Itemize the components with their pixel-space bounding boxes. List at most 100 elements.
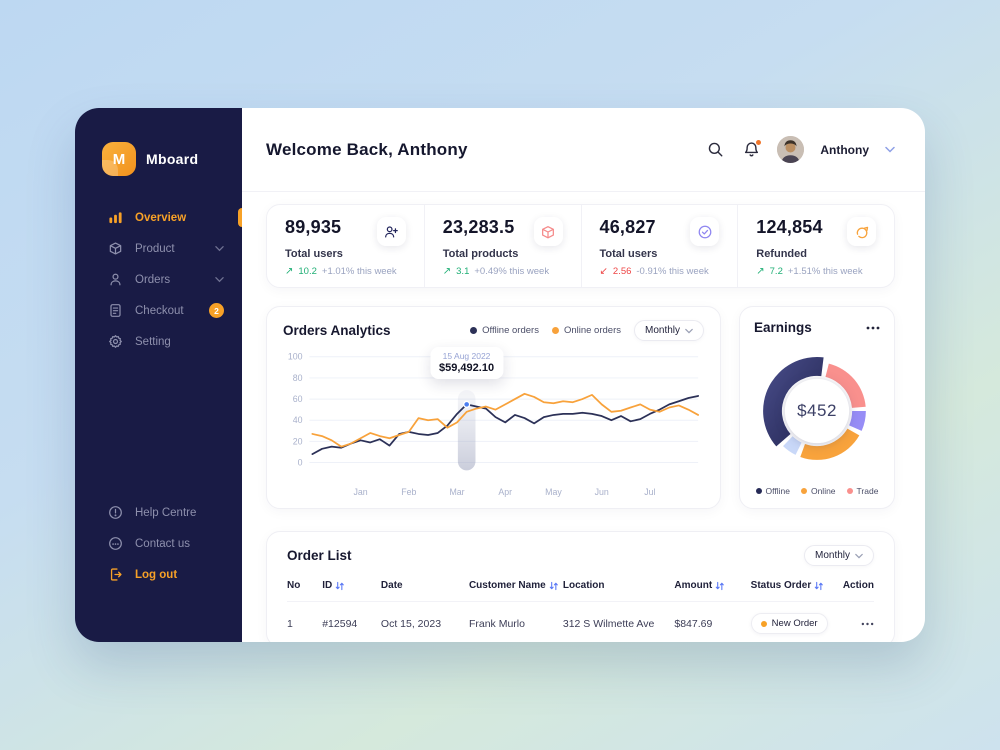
user-name[interactable]: Anthony — [820, 142, 869, 157]
svg-text:100: 100 — [288, 352, 303, 362]
cell-date: Oct 15, 2023 — [380, 617, 442, 630]
charts-row: Orders Analytics Offline orders Online o… — [266, 306, 895, 509]
stat-total-users: 89,935 Total users ↗ 10.2 +1.01% this we… — [267, 205, 424, 287]
trend-down-icon: ↙ — [599, 266, 608, 277]
receipt-icon — [108, 303, 123, 318]
stat-value: 23,283.5 — [442, 217, 515, 237]
sidebar-item-product[interactable]: Product — [75, 233, 242, 264]
column-action: Action — [842, 580, 874, 591]
notification-dot — [756, 139, 762, 145]
avatar[interactable] — [777, 136, 805, 163]
table-row[interactable]: 1 #12594 Oct 15, 2023 Frank Murlo 312 S … — [287, 602, 874, 642]
chevron-down-icon — [685, 328, 693, 333]
row-actions-icon[interactable] — [861, 622, 874, 626]
column-no: No — [287, 580, 301, 591]
column-amount[interactable]: Amount — [674, 580, 750, 591]
column-customer-name[interactable]: Customer Name — [469, 580, 563, 591]
brand-name: Mboard — [146, 151, 199, 167]
stat-total-users-2: 46,827 Total users ↙ 2.56 -0.91% this we… — [580, 205, 738, 287]
orders-analytics-card: Orders Analytics Offline orders Online o… — [266, 306, 721, 509]
legend-dot — [800, 488, 807, 494]
chat-icon — [108, 536, 123, 551]
topbar: Welcome Back, Anthony Anthony — [242, 108, 925, 192]
bell-icon[interactable] — [741, 139, 762, 160]
sidebar-item-label: Checkout — [135, 304, 184, 317]
stat-label: Total products — [442, 248, 519, 260]
chevron-down-icon — [855, 553, 863, 558]
sidebar-item-label: Contact us — [135, 537, 190, 550]
stat-value: 46,827 — [599, 217, 656, 237]
ellipsis-menu-icon[interactable] — [866, 326, 880, 330]
stat-label: Total users — [599, 248, 658, 260]
sidebar-item-contact-us[interactable]: Contact us — [75, 528, 242, 559]
cell-no: 1 — [287, 617, 293, 630]
help-circle-icon — [108, 505, 123, 520]
earnings-card: Earnings $452 Offline — [739, 306, 895, 509]
app-window: M Mboard Overview Product — [75, 108, 925, 642]
box-icon — [108, 241, 123, 256]
logout-button[interactable]: Log out — [75, 559, 242, 590]
stats-row: 89,935 Total users ↗ 10.2 +1.01% this we… — [266, 204, 895, 288]
sidebar-item-label: Product — [135, 242, 175, 255]
check-circle-icon — [690, 217, 720, 246]
chevron-down-icon — [215, 246, 224, 252]
legend-trade: Trade — [846, 486, 878, 496]
legend-offline-orders: Offline orders — [470, 325, 539, 336]
sidebar-nav: Overview Product Orders — [75, 202, 242, 357]
bar-chart-icon — [108, 210, 123, 225]
legend-online: Online — [800, 486, 836, 496]
stat-value: 89,935 — [285, 217, 342, 237]
column-id[interactable]: ID — [322, 580, 381, 591]
product-box-icon — [533, 217, 563, 246]
sidebar-item-label: Orders — [135, 273, 171, 286]
sort-icon — [335, 581, 345, 590]
stat-label: Total users — [285, 248, 343, 260]
order-list-period-select[interactable]: Monthly — [803, 545, 874, 566]
gear-icon — [108, 334, 123, 349]
logo-letter: M — [112, 150, 126, 168]
svg-text:20: 20 — [293, 436, 303, 446]
svg-text:May: May — [545, 487, 562, 497]
chevron-down-icon[interactable] — [885, 146, 895, 153]
analytics-period-select[interactable]: Monthly — [633, 320, 704, 341]
stat-refunded: 124,854 Refunded ↗ 7.2 +1.51% this week — [737, 205, 894, 287]
svg-text:60: 60 — [293, 394, 303, 404]
earnings-total: $452 — [797, 400, 837, 420]
order-list-card: Order List Monthly No ID Date Customer N… — [266, 531, 895, 642]
legend-online-orders: Online orders — [551, 325, 621, 336]
sidebar-item-help-centre[interactable]: Help Centre — [75, 497, 242, 528]
sidebar-item-overview[interactable]: Overview — [75, 202, 242, 233]
stat-trend: ↗ 7.2 +1.51% this week — [756, 266, 863, 277]
search-icon[interactable] — [705, 140, 725, 160]
column-status-order[interactable]: Status Order — [751, 580, 851, 591]
trend-up-icon: ↗ — [756, 266, 765, 277]
sidebar-item-orders[interactable]: Orders — [75, 264, 242, 295]
svg-text:Feb: Feb — [401, 487, 416, 497]
column-location: Location — [562, 580, 605, 591]
sidebar-spacer — [75, 357, 242, 497]
sidebar-item-setting[interactable]: Setting — [75, 326, 242, 357]
cell-location: 312 S Wilmette Ave — [562, 617, 655, 630]
sidebar-support: Help Centre Contact us Log out — [75, 497, 242, 642]
page-title: Welcome Back, Anthony — [266, 139, 468, 159]
sort-icon — [814, 581, 824, 590]
mboard-logo: M — [102, 142, 136, 176]
legend-dot — [846, 488, 853, 494]
checkout-badge: 2 — [209, 303, 224, 318]
orders-analytics-chart[interactable]: 15 Aug 2022 $59,492.10 0 20 40 60 80 100 Jan Fe… — [283, 347, 704, 502]
trend-up-icon: ↗ — [442, 266, 452, 277]
stat-label: Refunded — [756, 248, 807, 260]
logout-icon — [108, 567, 123, 582]
svg-text:Apr: Apr — [498, 487, 512, 497]
stat-trend: ↙ 2.56 -0.91% this week — [599, 266, 709, 277]
status-badge: New Order — [750, 613, 828, 634]
sidebar-item-checkout[interactable]: Checkout 2 — [75, 295, 242, 326]
earnings-title: Earnings — [754, 320, 812, 335]
svg-text:40: 40 — [293, 415, 303, 425]
legend-dot — [470, 327, 478, 334]
earnings-legend: Offline Online Trade — [754, 486, 880, 498]
order-list-title: Order List — [287, 548, 352, 563]
sidebar-item-label: Log out — [135, 568, 178, 581]
active-indicator — [238, 208, 242, 227]
svg-text:80: 80 — [293, 373, 303, 383]
